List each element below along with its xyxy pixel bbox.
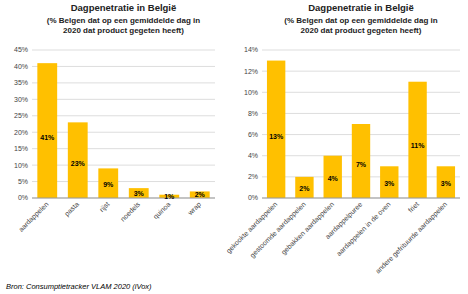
subtitle-line: (% Belgen dat op een gemiddelde dag in: [47, 16, 200, 25]
bar: [267, 61, 285, 198]
source-note: Bron: Consumptietracker VLAM 2020 (iVox): [6, 282, 152, 291]
grid-line: [32, 181, 215, 182]
grid-line: [262, 198, 460, 199]
bar: [324, 156, 342, 198]
y-tick-label: 4%: [248, 152, 258, 159]
x-tick-label: wrap: [186, 200, 203, 217]
y-tick-label: 12%: [244, 68, 258, 75]
x-tick-label: noedels: [119, 200, 142, 223]
x-tick-label: gestoomde aardappelen: [249, 200, 308, 259]
y-tick-label: 35%: [14, 79, 28, 86]
chart-subtitle: (% Belgen dat op een gemiddelde dag in20…: [284, 16, 437, 35]
y-tick-label: 30%: [14, 96, 28, 103]
x-tick-label: rijst: [98, 200, 111, 213]
x-tick-label: friet: [407, 200, 420, 213]
bar-chart: Dagpenetratie in België (% Belgen dat op …: [225, 2, 460, 275]
bars: [37, 63, 209, 198]
y-tick-label: 14%: [244, 46, 258, 53]
grid-line: [32, 82, 215, 83]
grid-line: [32, 50, 215, 51]
x-axis-line: [262, 198, 460, 199]
subtitle-line: 2020 dat product gegeten heeft): [63, 26, 184, 35]
x-tick-label: pasta: [63, 200, 81, 218]
y-tick-label: 6%: [248, 131, 258, 138]
x-tick-label: aardappelen in de oven: [335, 200, 392, 257]
data-label: 23%: [71, 160, 86, 167]
chart-subtitle: (% Belgen dat op een gemiddelde dag in20…: [47, 16, 200, 35]
bar: [98, 168, 118, 198]
bar-chart: Dagpenetratie in België (% Belgen dat op …: [14, 2, 215, 234]
y-tick-label: 40%: [14, 63, 28, 70]
data-label: 13%: [269, 133, 284, 140]
data-label: 2%: [195, 191, 206, 198]
data-label: 3%: [441, 180, 452, 187]
data-label: 4%: [328, 175, 339, 182]
y-tick-label: 45%: [14, 46, 28, 53]
data-label: 7%: [356, 161, 367, 168]
bar: [437, 166, 455, 198]
bar: [68, 122, 88, 198]
bar: [129, 188, 149, 198]
grid-line: [32, 99, 215, 100]
grid-line: [262, 50, 460, 51]
y-tick-label: 2%: [248, 173, 258, 180]
data-label: 1%: [164, 193, 175, 200]
bar: [380, 166, 398, 198]
subtitle-line: 2020 dat product gegeten heeft): [301, 26, 422, 35]
y-tick-label: 0%: [18, 194, 28, 201]
grid-line: [32, 66, 215, 67]
data-label: 3%: [134, 190, 145, 197]
bar: [190, 191, 210, 198]
data-label: 2%: [299, 185, 310, 192]
chart-title: Dagpenetratie in België: [308, 2, 414, 13]
data-label: 3%: [384, 180, 395, 187]
bar: [408, 82, 426, 198]
y-tick-label: 8%: [248, 110, 258, 117]
data-label: 9%: [103, 181, 114, 188]
grid-line: [32, 148, 215, 149]
data-label: 11%: [411, 142, 425, 149]
subtitle-line: (% Belgen dat op een gemiddelde dag in: [284, 16, 437, 25]
x-axis-line: [32, 198, 215, 199]
bar: [352, 124, 370, 198]
grid-line: [32, 165, 215, 166]
grid-line: [32, 198, 215, 199]
bar: [295, 177, 313, 198]
x-tick-label: quinoa: [152, 200, 173, 221]
y-tick-label: 15%: [14, 145, 28, 152]
bars: [267, 61, 455, 198]
grid-line: [262, 113, 460, 114]
y-tick-label: 10%: [14, 162, 28, 169]
grid-line: [262, 71, 460, 72]
x-tick-label: gekookte aardappelen: [225, 200, 280, 255]
data-label: 41%: [40, 134, 55, 141]
y-tick-label: 5%: [18, 178, 28, 185]
bar: [37, 63, 57, 198]
grid-line: [262, 92, 460, 93]
y-tick-label: 0%: [248, 194, 258, 201]
y-tick-label: 20%: [14, 129, 28, 136]
grid-line: [32, 115, 215, 116]
x-tick-label: gebakken aardappelen: [280, 200, 336, 256]
y-tick-label: 25%: [14, 112, 28, 119]
x-tick-label: aardappelen: [17, 200, 50, 233]
chart-root: Dagpenetratie in België (% Belgen dat op …: [0, 0, 468, 294]
grid-line: [32, 132, 215, 133]
x-tick-label: andere gefrituurde aardappelen: [374, 200, 449, 275]
y-tick-label: 10%: [244, 89, 258, 96]
chart-title: Dagpenetratie in België: [71, 2, 177, 13]
